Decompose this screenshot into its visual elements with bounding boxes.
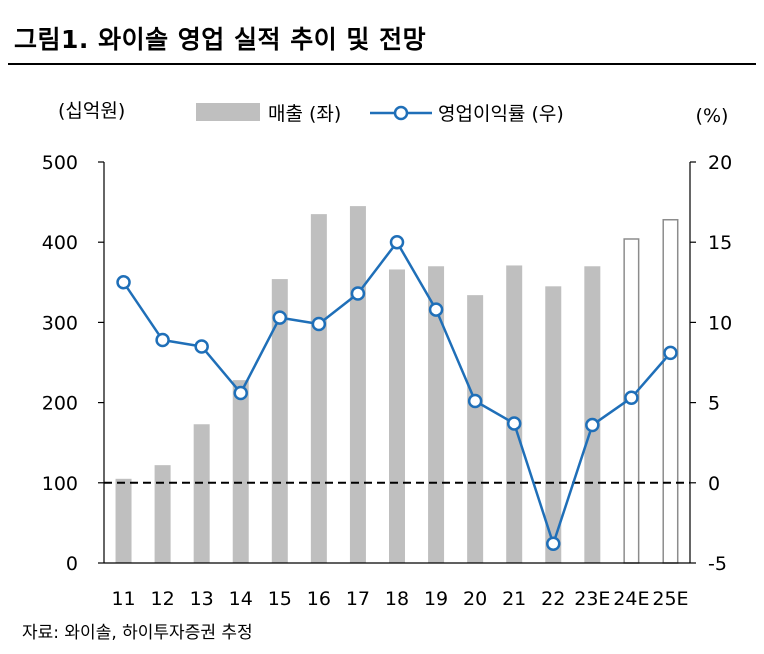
- bar-20: [467, 295, 484, 563]
- x-tick-label: 15: [268, 588, 292, 610]
- bar-16: [310, 214, 327, 563]
- margin-point-17: [350, 286, 366, 301]
- margin-point-19: [428, 302, 444, 317]
- left-tick-label: 400: [42, 232, 78, 254]
- x-tick-label: 19: [424, 588, 448, 610]
- x-tick-label: 25E: [652, 588, 688, 610]
- left-tick-label: 300: [42, 312, 78, 334]
- bar-19: [428, 266, 445, 563]
- right-tick-label: 5: [708, 393, 720, 415]
- right-tick-label: 15: [708, 232, 732, 254]
- chart-title: 그림1. 와이솔 영업 실적 추이 및 전망: [14, 25, 427, 54]
- bar-21: [506, 265, 523, 563]
- x-tick-label: 12: [151, 588, 175, 610]
- bar-12: [154, 465, 171, 563]
- bar-11: [115, 478, 132, 563]
- x-tick-label: 23E: [574, 588, 610, 610]
- bar-25E: [662, 218, 679, 564]
- x-tick-label: 22: [541, 588, 565, 610]
- legend-bar-label: 매출 (좌): [268, 103, 341, 125]
- margin-point-22: [546, 536, 561, 552]
- legend-line-label: 영업이익률 (우): [438, 103, 564, 125]
- margin-point-15: [272, 310, 288, 325]
- left-tick-label: 200: [42, 393, 78, 415]
- left-tick-label: 100: [42, 473, 78, 495]
- margin-point-11: [116, 275, 131, 290]
- source-note: 자료: 와이솔, 하이투자증권 추정: [22, 623, 253, 643]
- x-tick-label: 13: [190, 588, 214, 610]
- margin-point-21: [506, 416, 522, 431]
- right-tick-label: -5: [708, 553, 727, 575]
- margin-point-16: [311, 316, 327, 332]
- margin-point-25E: [663, 345, 678, 361]
- legend-bar-swatch: [196, 103, 260, 121]
- x-tick-label: 18: [385, 588, 409, 610]
- margin-point-14: [233, 385, 248, 401]
- margin-point-20: [467, 393, 483, 409]
- margin-point-12: [155, 332, 170, 348]
- x-tick-label: 11: [111, 588, 135, 610]
- margin-point-18: [389, 234, 405, 250]
- right-axis-unit: (%): [696, 105, 729, 127]
- x-tick-label: 20: [463, 588, 487, 610]
- left-tick-label: 0: [66, 553, 78, 575]
- x-tick-label: 14: [229, 588, 253, 610]
- margin-point-23E: [585, 417, 600, 433]
- x-tick-label: 24E: [613, 588, 649, 610]
- x-tick-label: 17: [346, 588, 370, 610]
- bar-17: [349, 206, 366, 564]
- margin-point-13: [194, 339, 209, 354]
- bar-22: [545, 286, 562, 563]
- right-tick-label: 0: [708, 473, 720, 495]
- x-tick-label: 21: [502, 588, 526, 610]
- title-divider: [8, 63, 756, 65]
- legend-line-marker: [393, 105, 409, 121]
- bar-14: [232, 380, 249, 563]
- right-tick-label: 20: [708, 152, 732, 174]
- bar-15: [271, 279, 288, 563]
- bar-23E: [584, 266, 601, 563]
- bar-13: [193, 424, 210, 563]
- left-axis-unit: (십억원): [58, 100, 125, 122]
- right-tick-label: 10: [708, 312, 732, 334]
- margin-point-24E: [624, 390, 639, 406]
- x-tick-label: 16: [307, 588, 331, 610]
- left-tick-label: 500: [42, 152, 78, 174]
- bar-18: [389, 269, 405, 563]
